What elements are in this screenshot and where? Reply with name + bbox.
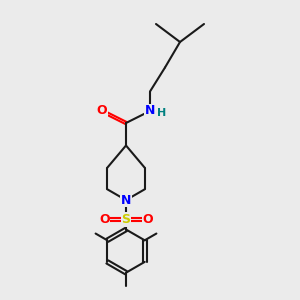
Text: S: S: [122, 213, 130, 226]
Text: O: O: [97, 104, 107, 118]
Text: O: O: [142, 213, 153, 226]
Text: N: N: [145, 104, 155, 118]
Text: O: O: [99, 213, 110, 226]
Text: H: H: [157, 108, 166, 118]
Text: N: N: [121, 194, 131, 207]
